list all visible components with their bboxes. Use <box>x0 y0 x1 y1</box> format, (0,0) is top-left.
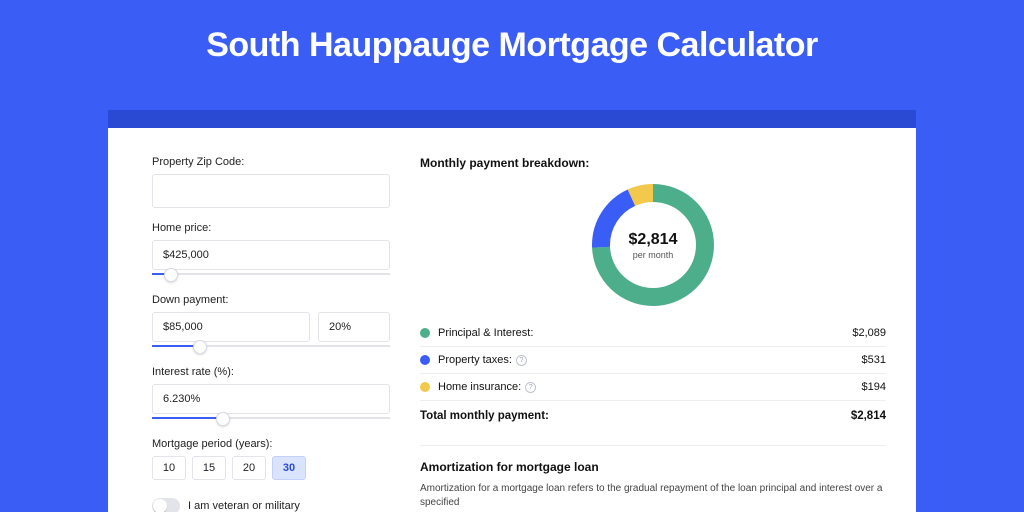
down-payment-input[interactable] <box>152 312 310 342</box>
zip-row: Property Zip Code: <box>152 156 390 208</box>
interest-rate-row: Interest rate (%): <box>152 366 390 424</box>
amortization-text: Amortization for a mortgage loan refers … <box>420 482 886 510</box>
page: South Hauppauge Mortgage Calculator Prop… <box>0 0 1024 512</box>
slider-thumb[interactable] <box>164 268 178 282</box>
legend-dot <box>420 328 430 338</box>
period-buttons: 10152030 <box>152 456 390 480</box>
total-label: Total monthly payment: <box>420 410 851 422</box>
legend-value: $531 <box>862 354 886 366</box>
down-payment-row: Down payment: <box>152 294 390 352</box>
veteran-row: I am veteran or military <box>152 498 390 512</box>
interest-rate-slider[interactable] <box>152 412 390 424</box>
down-payment-fields <box>152 312 390 342</box>
legend-label-text: Principal & Interest: <box>438 327 533 339</box>
interest-rate-input[interactable] <box>152 384 390 414</box>
slider-fill <box>152 417 223 419</box>
breakdown-header: Monthly payment breakdown: <box>420 156 886 170</box>
slider-thumb[interactable] <box>216 412 230 426</box>
zip-label: Property Zip Code: <box>152 156 390 168</box>
legend-label-text: Home insurance: <box>438 381 521 393</box>
legend-row: Property taxes:?$531 <box>420 346 886 373</box>
period-button-10[interactable]: 10 <box>152 456 186 480</box>
legend-dot <box>420 382 430 392</box>
legend-label: Home insurance:? <box>438 381 862 393</box>
home-price-slider[interactable] <box>152 268 390 280</box>
zip-input[interactable] <box>152 174 390 208</box>
toggle-nub <box>153 499 167 512</box>
legend-label: Property taxes:? <box>438 354 862 366</box>
donut-sub: per month <box>633 250 674 260</box>
period-button-20[interactable]: 20 <box>232 456 266 480</box>
page-title: South Hauppauge Mortgage Calculator <box>0 0 1024 65</box>
donut-wrap: $2,814 per month <box>420 180 886 320</box>
home-price-label: Home price: <box>152 222 390 234</box>
down-payment-label: Down payment: <box>152 294 390 306</box>
legend-row: Principal & Interest: $2,089 <box>420 320 886 346</box>
home-price-row: Home price: <box>152 222 390 280</box>
legend-dot <box>420 355 430 365</box>
slider-thumb[interactable] <box>193 340 207 354</box>
legend-value: $2,089 <box>852 327 886 339</box>
amortization-header: Amortization for mortgage loan <box>420 460 886 474</box>
donut-value: $2,814 <box>629 231 678 249</box>
period-label: Mortgage period (years): <box>152 438 390 450</box>
interest-rate-label: Interest rate (%): <box>152 366 390 378</box>
info-icon[interactable]: ? <box>516 355 527 366</box>
breakdown-column: Monthly payment breakdown: $2,814 per mo… <box>420 156 886 512</box>
legend-label: Principal & Interest: <box>438 327 852 339</box>
info-icon[interactable]: ? <box>525 382 536 393</box>
legend: Principal & Interest: $2,089 Property taxe… <box>420 320 886 400</box>
columns: Property Zip Code: Home price: Down paym… <box>152 156 886 512</box>
form-column: Property Zip Code: Home price: Down paym… <box>152 156 390 512</box>
donut-chart: $2,814 per month <box>592 184 714 306</box>
legend-label-text: Property taxes: <box>438 354 512 366</box>
home-price-input[interactable] <box>152 240 390 270</box>
veteran-toggle[interactable] <box>152 498 180 512</box>
period-row: Mortgage period (years): 10152030 <box>152 438 390 480</box>
amortization-section: Amortization for mortgage loan Amortizat… <box>420 445 886 510</box>
down-payment-pct-input[interactable] <box>318 312 390 342</box>
period-button-15[interactable]: 15 <box>192 456 226 480</box>
legend-value: $194 <box>862 381 886 393</box>
period-button-30[interactable]: 30 <box>272 456 306 480</box>
donut-center: $2,814 per month <box>592 184 714 306</box>
veteran-label: I am veteran or military <box>188 500 300 512</box>
total-value: $2,814 <box>851 410 886 422</box>
slider-track <box>152 273 390 275</box>
down-payment-slider[interactable] <box>152 340 390 352</box>
legend-row: Home insurance:?$194 <box>420 373 886 400</box>
calculator-card: Property Zip Code: Home price: Down paym… <box>108 128 916 512</box>
header-band <box>108 110 916 128</box>
total-row: Total monthly payment: $2,814 <box>420 400 886 431</box>
